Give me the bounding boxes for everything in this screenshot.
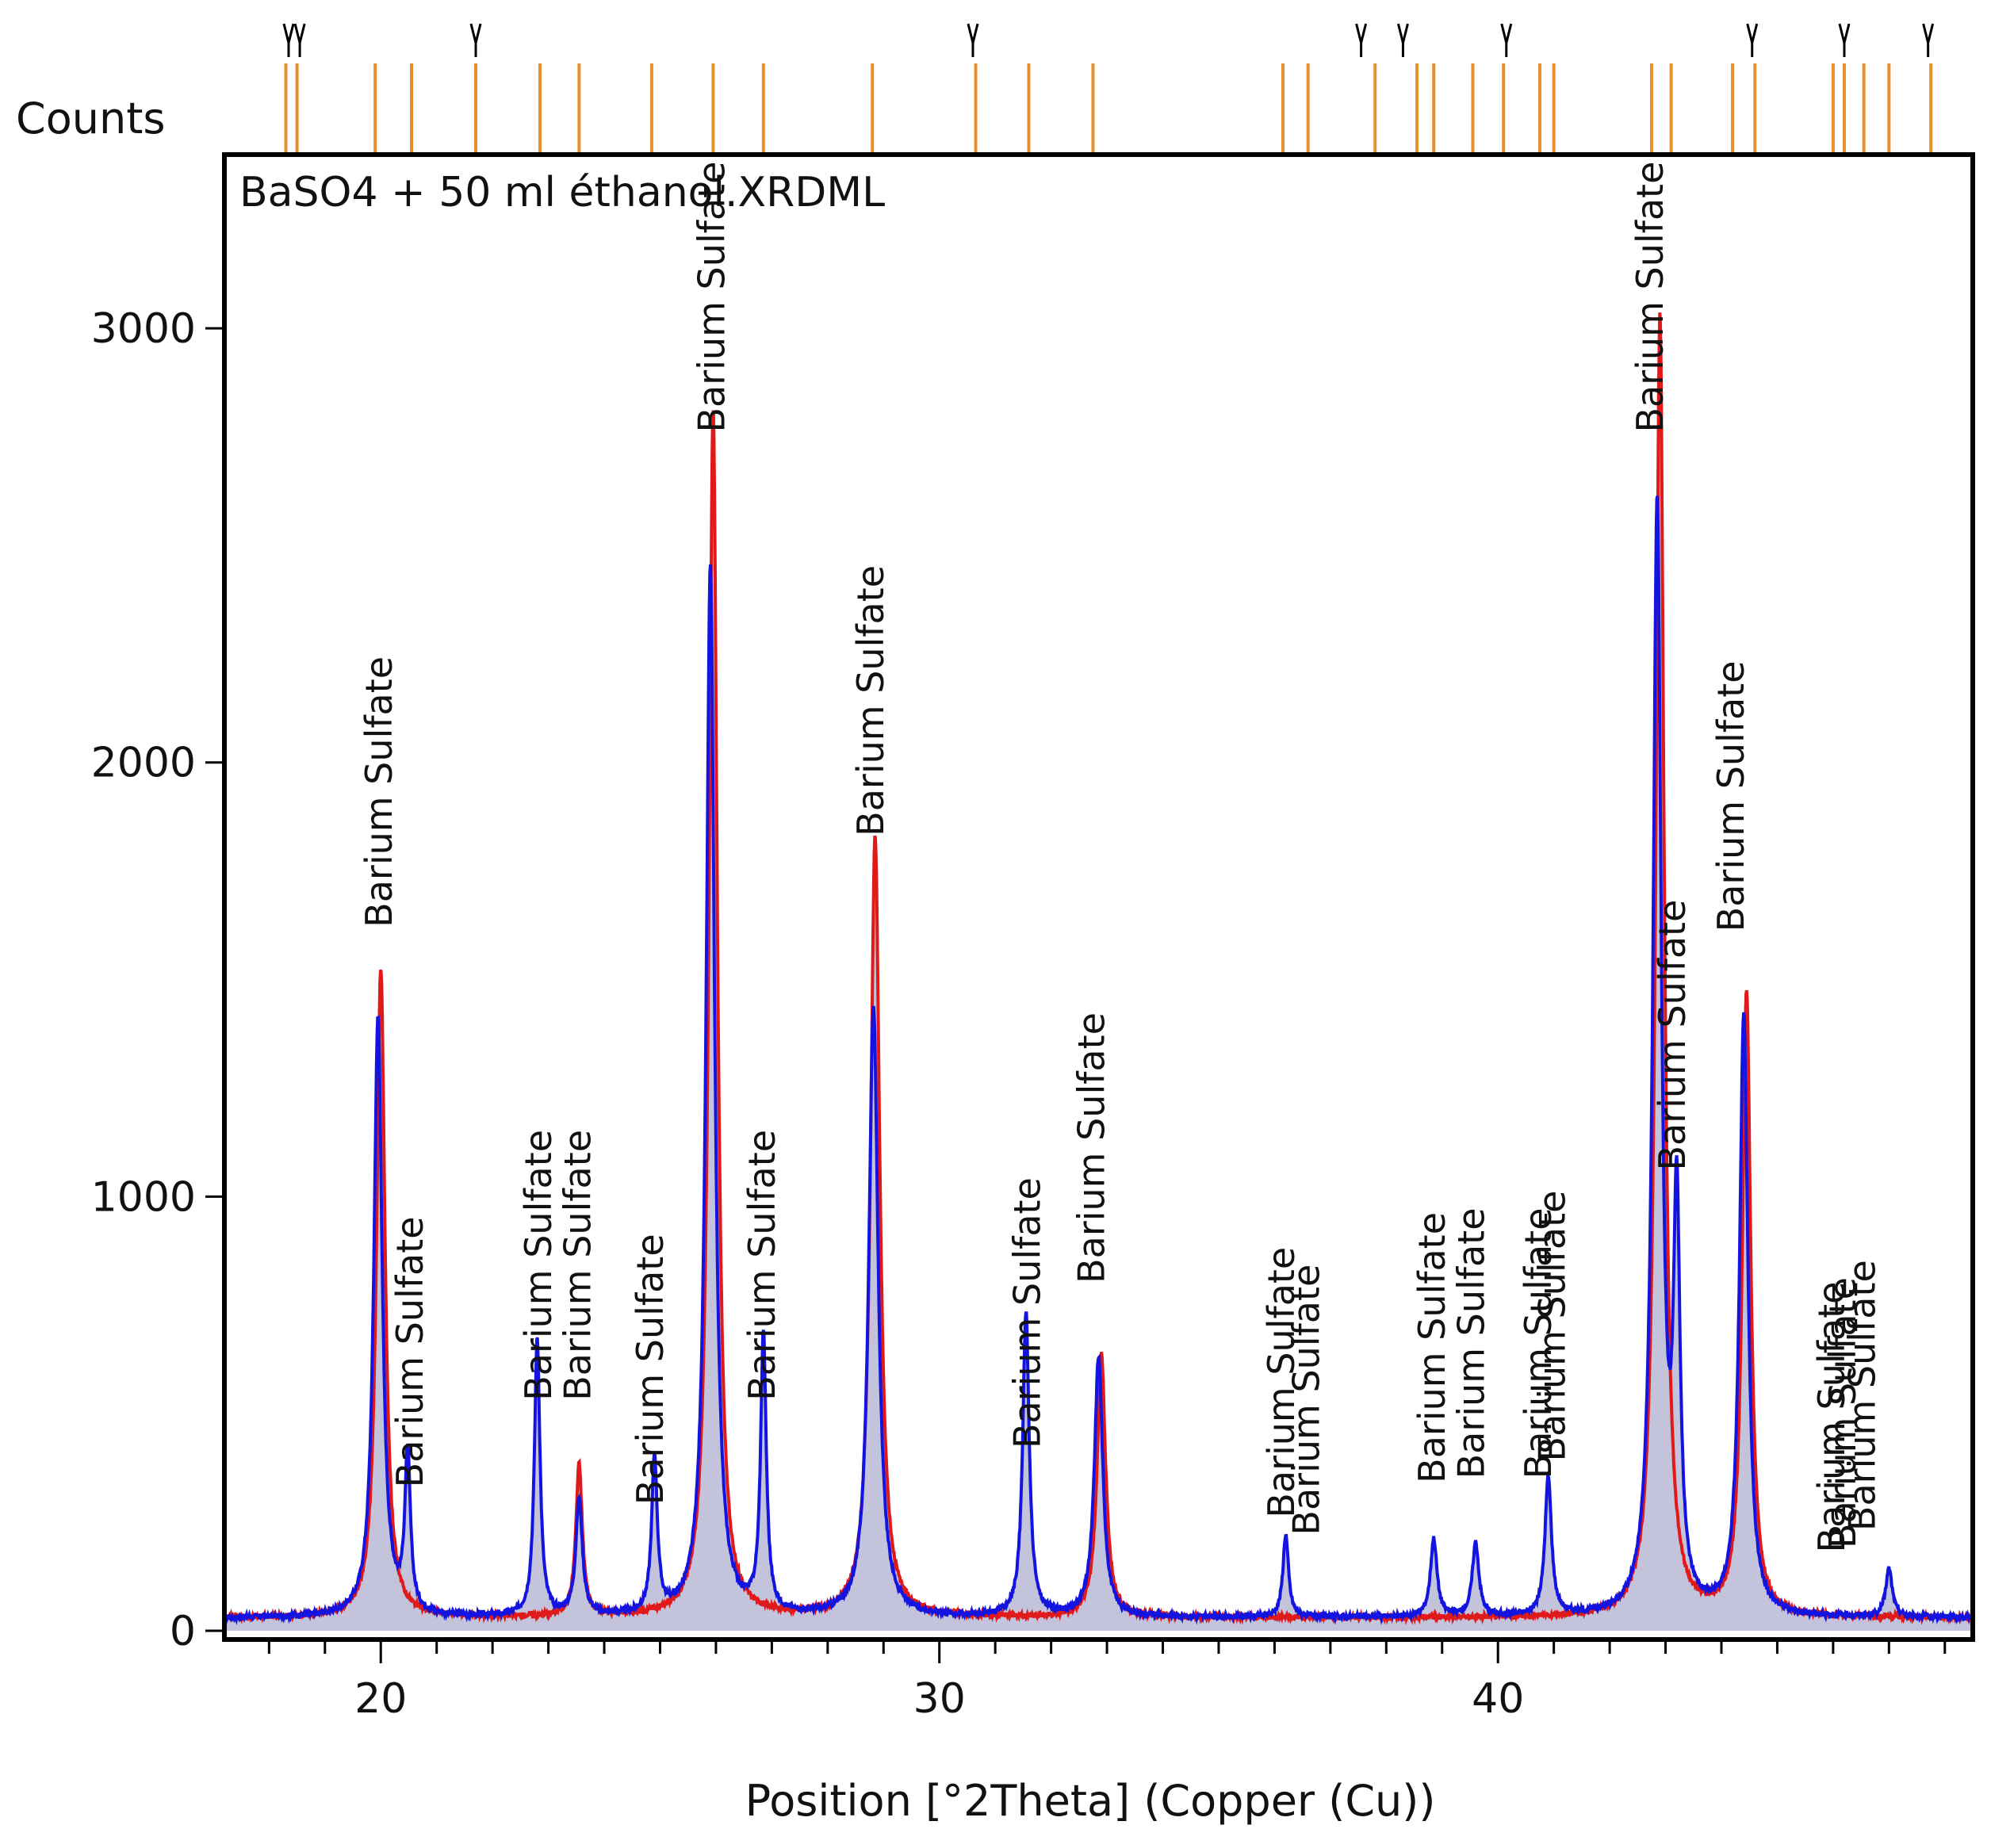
peak-label: Barium Sulfate bbox=[556, 1130, 599, 1401]
peak-label: Barium Sulfate bbox=[1517, 1207, 1560, 1479]
phase-markers bbox=[282, 23, 1935, 57]
series-line-red-scan bbox=[223, 312, 1974, 1625]
peak-label: Barium Sulfate bbox=[741, 1130, 783, 1401]
phase-marker bbox=[1500, 23, 1513, 57]
peak-label: Barium Sulfate bbox=[1531, 1191, 1574, 1462]
peak-label: Barium Sulfate bbox=[1810, 1282, 1853, 1553]
file-label: BaSO4 + 50 ml éthanol.XRDML bbox=[239, 169, 885, 216]
peak-label: Barium Sulfate bbox=[1005, 1177, 1048, 1448]
peak-label: Barium Sulfate bbox=[1629, 162, 1671, 433]
peak-label: Barium Sulfate bbox=[690, 162, 733, 433]
peak-label: Barium Sulfate bbox=[1449, 1207, 1492, 1479]
lines-layer bbox=[223, 312, 1974, 1626]
series-line-blue-scan bbox=[223, 495, 1974, 1626]
phase-marker bbox=[967, 23, 979, 57]
peak-label: Barium Sulfate bbox=[1710, 660, 1752, 932]
y-axis-title: Counts bbox=[16, 94, 166, 143]
phase-marker bbox=[1838, 23, 1851, 57]
peak-label: Barium Sulfate bbox=[1411, 1212, 1453, 1483]
peak-label: Barium Sulfate bbox=[1841, 1260, 1884, 1531]
phase-marker bbox=[293, 23, 306, 57]
phase-marker bbox=[1355, 23, 1368, 57]
reference-markers bbox=[284, 63, 1933, 155]
x-tick-label: 30 bbox=[913, 1675, 966, 1723]
x-tick-label: 40 bbox=[1472, 1675, 1524, 1723]
y-tick-label: 1000 bbox=[91, 1173, 196, 1221]
y-tick-label: 0 bbox=[170, 1608, 196, 1655]
peak-label: Barium Sulfate bbox=[517, 1130, 560, 1401]
peak-label: Barium Sulfate bbox=[1070, 1012, 1112, 1284]
phase-marker bbox=[1746, 23, 1759, 57]
peak-label: Barium Sulfate bbox=[1260, 1247, 1303, 1518]
x-axis-title: Position [°2Theta] (Copper (Cu)) bbox=[745, 1776, 1436, 1826]
y-axis-ticks: 0 1000 2000 3000 bbox=[91, 305, 224, 1655]
x-tick-label: 20 bbox=[354, 1675, 407, 1723]
y-tick-label: 2000 bbox=[91, 740, 196, 787]
peak-label: Barium Sulfate bbox=[389, 1216, 431, 1487]
phase-marker bbox=[469, 23, 482, 57]
peak-label: Barium Sulfate bbox=[1821, 1277, 1864, 1548]
plot-frame bbox=[222, 152, 1975, 1642]
y-tick-label: 3000 bbox=[91, 305, 196, 353]
peak-label: Barium Sulfate bbox=[629, 1234, 672, 1505]
x-axis-ticks: 20 30 40 bbox=[267, 1639, 1947, 1723]
phase-marker bbox=[282, 23, 295, 57]
phase-marker bbox=[1396, 23, 1409, 57]
peak-label: Barium Sulfate bbox=[1651, 900, 1694, 1171]
peak-label: Barium Sulfate bbox=[358, 656, 400, 928]
peak-label: Barium Sulfate bbox=[849, 565, 892, 836]
peak-label: Barium Sulfate bbox=[1285, 1265, 1328, 1536]
phase-marker bbox=[1922, 23, 1935, 57]
